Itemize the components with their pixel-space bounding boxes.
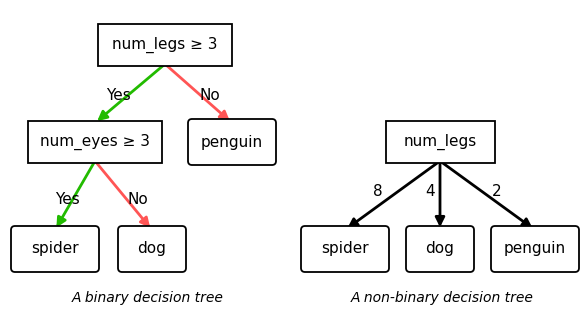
Text: num_legs: num_legs	[404, 134, 477, 150]
FancyBboxPatch shape	[386, 121, 494, 163]
FancyBboxPatch shape	[406, 226, 474, 272]
Text: No: No	[128, 191, 149, 206]
Text: 8: 8	[373, 184, 383, 199]
Text: dog: dog	[425, 242, 455, 256]
Text: penguin: penguin	[201, 134, 263, 150]
Text: No: No	[199, 87, 221, 102]
Text: penguin: penguin	[504, 242, 566, 256]
FancyBboxPatch shape	[301, 226, 389, 272]
FancyBboxPatch shape	[491, 226, 579, 272]
Text: num_eyes ≥ 3: num_eyes ≥ 3	[40, 134, 150, 150]
Text: dog: dog	[137, 242, 167, 256]
Text: Yes: Yes	[54, 191, 80, 206]
FancyBboxPatch shape	[98, 24, 232, 66]
Text: 4: 4	[425, 184, 435, 199]
Text: spider: spider	[321, 242, 369, 256]
Text: A binary decision tree: A binary decision tree	[72, 291, 224, 305]
FancyBboxPatch shape	[118, 226, 186, 272]
Text: Yes: Yes	[106, 87, 130, 102]
Text: A non-binary decision tree: A non-binary decision tree	[350, 291, 534, 305]
FancyBboxPatch shape	[28, 121, 162, 163]
FancyBboxPatch shape	[11, 226, 99, 272]
Text: 2: 2	[492, 184, 502, 199]
Text: num_legs ≥ 3: num_legs ≥ 3	[112, 37, 218, 53]
Text: spider: spider	[31, 242, 79, 256]
FancyBboxPatch shape	[188, 119, 276, 165]
